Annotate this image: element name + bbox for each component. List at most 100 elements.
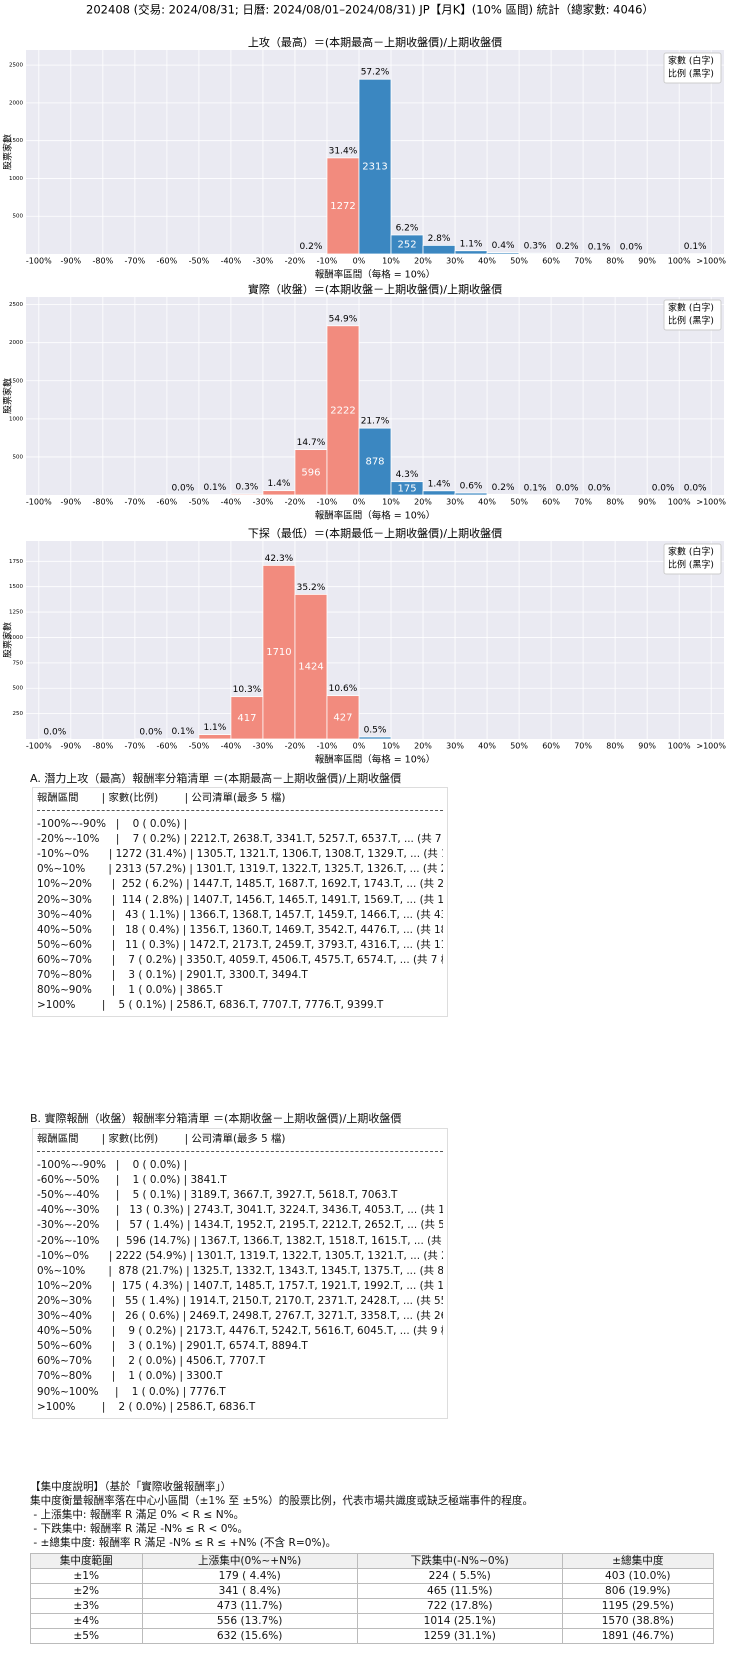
header-row: 集中度範圍 上漲集中(0%~+N%) 下跌集中(-N%~0%) ±總集中度 [30, 1553, 715, 1569]
table-cell: 632 (15.6%) [141, 1628, 358, 1644]
x-tick-label: 70% [574, 498, 592, 507]
x-tick-label: 90% [638, 257, 656, 266]
table-cell: ±1% [30, 1568, 143, 1584]
list-row: -40%~-30% | 13 ( 0.3%) | 2743.T, 3041.T,… [37, 1204, 443, 1217]
chart-title: 上攻（最高）＝(本期最高－上期收盤價)/上期收盤價 [248, 35, 502, 49]
x-tick-label: 10% [382, 742, 400, 751]
y-tick-label: 1750 [9, 559, 23, 565]
x-tick-label: >100% [696, 257, 726, 266]
x-tick-label: -50% [189, 257, 210, 266]
legend-label: 家數 (白字) [668, 546, 714, 558]
share-label: 1.4% [428, 479, 451, 489]
x-axis-label: 報酬率區間（每格 = 10%） [315, 269, 436, 281]
x-tick-label: -20% [285, 498, 306, 507]
conc-line: 集中度衡量報酬率落在中心小區間（±1% 至 ±5%）的股票比例，代表市場共識度或… [30, 1495, 534, 1507]
share-label: 0.0% [620, 242, 643, 252]
list-row: -10%~0% | 2222 (54.9%) | 1301.T, 1319.T,… [37, 1249, 443, 1262]
share-label: 0.0% [139, 727, 162, 737]
share-label: 31.4% [329, 146, 358, 156]
table-cell: 473 (11.7%) [141, 1598, 358, 1614]
list-row: 60%~70% | 2 ( 0.0%) | 4506.T, 7707.T [37, 1355, 266, 1368]
page-title: 202408 (交易: 2024/08/31; 日曆: 2024/08/01–2… [86, 3, 654, 17]
share-label: 0.0% [171, 483, 194, 493]
share-label: 0.1% [203, 483, 226, 493]
y-tick-label: 1000 [9, 416, 23, 422]
bar [390, 481, 424, 496]
table-cell: 1891 (46.7%) [561, 1628, 715, 1644]
share-label: 0.0% [556, 483, 579, 493]
y-tick-label: 1000 [9, 176, 23, 182]
share-label: 14.7% [297, 438, 326, 448]
list-row: 40%~50% | 9 ( 0.2%) | 2173.T, 4476.T, 52… [37, 1325, 443, 1338]
list-header: 報酬區間 | 家數(比例) | 公司清單(最多 5 檔) [37, 1133, 286, 1145]
conc-line: - 下跌集中: 報酬率 R 滿足 -N% ≤ R < 0%。 [30, 1523, 249, 1535]
x-tick-label: -100% [26, 257, 52, 266]
share-label: 10.6% [329, 684, 358, 694]
column-header: 下跌集中(-N%~0%) [356, 1553, 563, 1569]
x-tick-label: -20% [285, 742, 306, 751]
x-tick-label: -40% [221, 498, 242, 507]
x-tick-label: 50% [510, 257, 528, 266]
share-label: 1.4% [268, 479, 291, 489]
y-axis-label: 股票家數 [2, 134, 14, 170]
x-axis-label: 報酬率區間（每格 = 10%） [315, 754, 436, 766]
x-tick-label: 40% [478, 257, 496, 266]
x-tick-label: -90% [60, 742, 81, 751]
bar [454, 492, 488, 496]
list-row: 20%~30% | 114 ( 2.8%) | 1407.T, 1456.T, … [37, 893, 443, 906]
table-cell: 403 (10.0%) [561, 1568, 715, 1584]
list-row: 20%~30% | 55 ( 1.4%) | 1914.T, 2150.T, 2… [37, 1294, 443, 1307]
bar [358, 78, 392, 255]
y-tick-label: 1250 [9, 610, 23, 616]
x-tick-label: -70% [125, 742, 146, 751]
y-axis-label: 股票家數 [2, 378, 14, 414]
x-tick-label: 100% [668, 742, 691, 751]
y-tick-label: 500 [13, 454, 24, 460]
share-label: 4.3% [396, 470, 419, 480]
share-label: 21.7% [361, 417, 390, 427]
share-label: 0.0% [652, 483, 675, 493]
count-label: 1272 [330, 201, 355, 212]
list-row: 90%~100% | 1 ( 0.0%) | 7776.T [37, 1385, 226, 1398]
list-row: >100% | 5 ( 0.1%) | 2586.T, 6836.T, 7707… [37, 999, 384, 1012]
bar [486, 252, 520, 255]
y-tick-label: 2000 [9, 340, 23, 346]
x-tick-label: 70% [574, 257, 592, 266]
x-tick-label: 40% [478, 498, 496, 507]
bar [198, 734, 232, 740]
table-cell: 806 (19.9%) [561, 1583, 715, 1599]
x-tick-label: -10% [317, 498, 338, 507]
table-cell: 1014 (25.1%) [356, 1613, 563, 1629]
y-tick-label: 500 [13, 214, 24, 220]
share-label: 0.1% [684, 242, 707, 252]
share-label: 0.0% [43, 727, 66, 737]
table-cell: 224 ( 5.5%) [356, 1568, 563, 1584]
x-tick-label: 60% [542, 257, 560, 266]
x-tick-label: 100% [668, 498, 691, 507]
share-label: 10.3% [233, 685, 262, 695]
x-tick-label: 80% [606, 257, 624, 266]
list-row: 30%~40% | 26 ( 0.6%) | 2469.T, 2498.T, 2… [37, 1310, 443, 1323]
count-label: 427 [333, 712, 352, 723]
x-tick-label: 60% [542, 742, 560, 751]
list-row: 40%~50% | 18 ( 0.4%) | 1356.T, 1360.T, 1… [37, 923, 443, 936]
bar [230, 696, 264, 740]
count-label: 596 [301, 467, 320, 478]
count-label: 1424 [298, 662, 323, 673]
bar [390, 234, 424, 255]
x-tick-label: -80% [93, 742, 114, 751]
list-row: -30%~-20% | 57 ( 1.4%) | 1434.T, 1952.T,… [37, 1219, 443, 1232]
x-tick-label: 20% [414, 742, 432, 751]
bar [454, 250, 488, 255]
list-row: 0%~10% | 878 (21.7%) | 1325.T, 1332.T, 1… [37, 1264, 443, 1277]
count-label: 417 [237, 713, 256, 724]
y-tick-label: 2500 [9, 63, 23, 69]
bar [518, 252, 552, 255]
share-label: 0.3% [524, 242, 547, 252]
share-label: 0.2% [556, 242, 579, 252]
x-tick-label: -70% [125, 257, 146, 266]
list-row: -100%~-90% | 0 ( 0.0%) | [37, 818, 188, 831]
y-tick-label: 1000 [9, 635, 23, 641]
x-tick-label: -90% [60, 498, 81, 507]
